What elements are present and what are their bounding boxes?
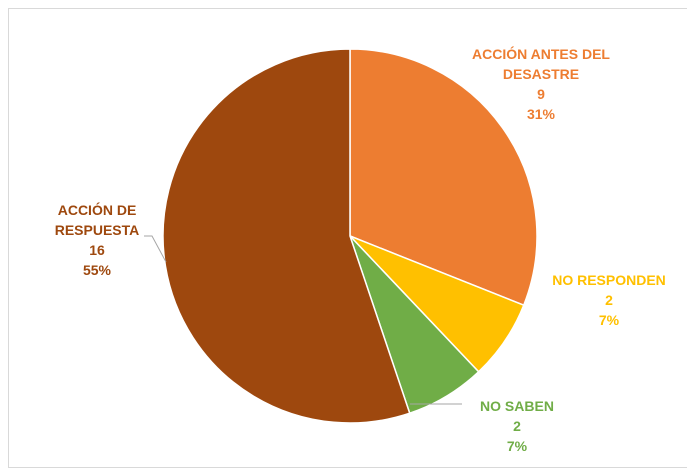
- category-name: ACCIÓN DE RESPUESTA: [54, 202, 140, 238]
- data-label: NO SABEN 2 7%: [457, 396, 577, 456]
- pie-slice: [349, 48, 538, 307]
- percent-label: 7%: [506, 438, 528, 454]
- category-name: NO RESPONDEN: [552, 272, 666, 288]
- value-label: 16: [89, 242, 105, 258]
- value-label: 2: [605, 292, 613, 308]
- chart-area: ACCIÓN ANTES DEL DESASTRE 9 31% NO RESPONDE…: [8, 8, 687, 468]
- category-name: ACCIÓN ANTES DEL DESASTRE: [472, 46, 610, 82]
- pie-slice: [162, 48, 411, 424]
- percent-label: 7%: [598, 312, 620, 328]
- data-label: ACCIÓN DE RESPUESTA 16 55%: [32, 200, 162, 280]
- data-label: NO RESPONDEN 2 7%: [539, 270, 679, 330]
- data-label: ACCIÓN ANTES DEL DESASTRE 9 31%: [471, 44, 611, 124]
- percent-label: 31%: [526, 106, 556, 122]
- category-name: NO SABEN: [480, 398, 554, 414]
- value-label: 9: [537, 86, 545, 102]
- percent-label: 55%: [82, 262, 112, 278]
- value-label: 2: [513, 418, 521, 434]
- leader-line: [144, 235, 167, 263]
- chart: [144, 48, 538, 424]
